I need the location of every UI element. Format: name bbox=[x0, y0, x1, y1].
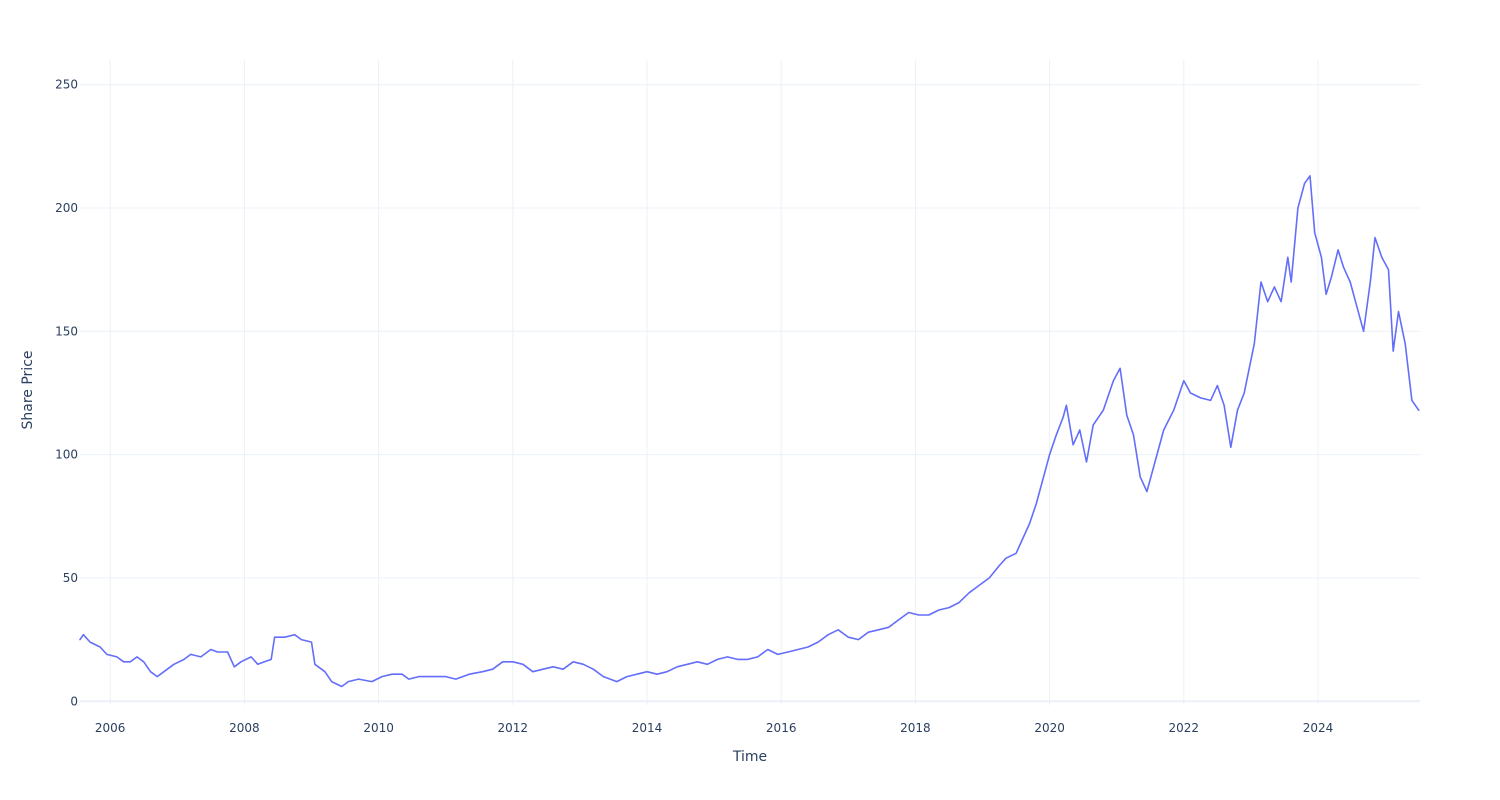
x-axis-title: Time bbox=[732, 749, 767, 765]
x-tick-label: 2010 bbox=[363, 721, 394, 735]
y-axis-ticks: 0 50 100 150 200 250 bbox=[55, 78, 78, 709]
y-tick-label: 100 bbox=[55, 448, 78, 462]
x-tick-label: 2022 bbox=[1169, 721, 1200, 735]
y-tick-label: 50 bbox=[63, 571, 78, 585]
x-tick-label: 2024 bbox=[1303, 721, 1334, 735]
x-tick-label: 2006 bbox=[95, 721, 126, 735]
x-tick-label: 2016 bbox=[766, 721, 797, 735]
x-tick-label: 2020 bbox=[1034, 721, 1065, 735]
y-axis-title: Share Price bbox=[20, 350, 36, 429]
series-line-share-price bbox=[79, 175, 1420, 688]
y-tick-label: 200 bbox=[55, 201, 78, 215]
x-tick-label: 2008 bbox=[229, 721, 260, 735]
x-tick-label: 2014 bbox=[632, 721, 663, 735]
y-tick-label: 250 bbox=[55, 78, 78, 92]
y-gridlines bbox=[80, 84, 1420, 703]
x-tick-label: 2018 bbox=[900, 721, 931, 735]
x-tick-label: 2012 bbox=[498, 721, 529, 735]
x-axis-ticks: 2006 2008 2010 2012 2014 2016 2018 2020 2022 2024 bbox=[95, 721, 1333, 735]
series-layer bbox=[79, 175, 1420, 688]
y-tick-label: 0 bbox=[70, 694, 78, 708]
y-tick-label: 150 bbox=[55, 324, 78, 338]
